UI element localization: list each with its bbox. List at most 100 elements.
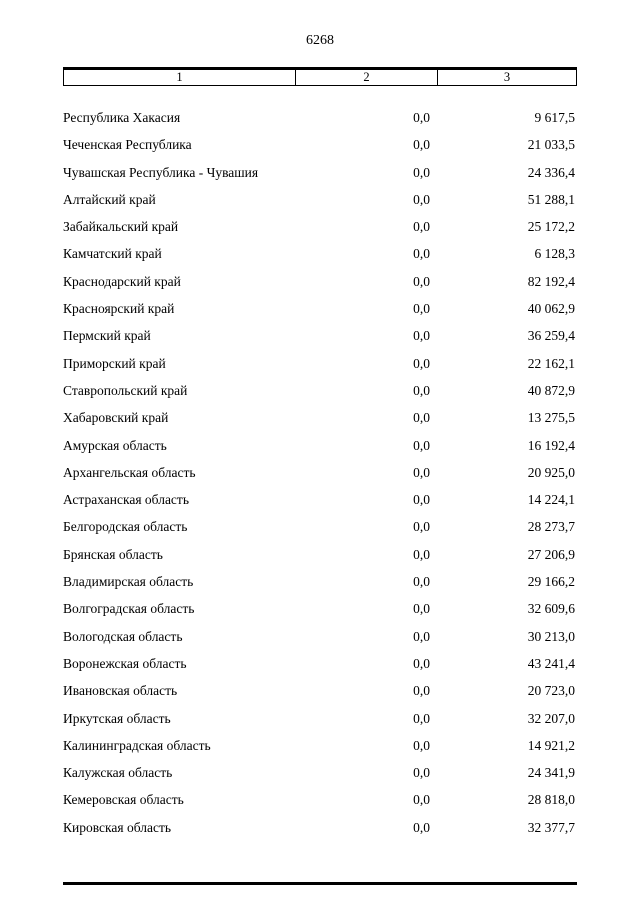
table-row: Вологодская область 0,0 30 213,0: [63, 623, 577, 650]
value-column2: 0,0: [413, 683, 430, 699]
region-name: Ивановская область: [63, 683, 178, 699]
region-name: Вологодская область: [63, 628, 183, 644]
value-column3: 20 925,0: [527, 464, 575, 480]
value-column3: 22 162,1: [527, 355, 575, 371]
table-row: Красноярский край 0,0 40 062,9: [63, 295, 577, 322]
region-name: Камчатский край: [63, 246, 162, 262]
table-row: Иркутская область 0,0 32 207,0: [63, 705, 577, 732]
table-row: Архангельская область 0,0 20 925,0: [63, 459, 577, 486]
table-row: Кировская область 0,0 32 377,7: [63, 814, 577, 841]
region-name: Забайкальский край: [63, 219, 179, 235]
bottom-rule: [63, 882, 577, 885]
region-name: Республика Хакасия: [63, 110, 181, 125]
value-column3: 24 336,4: [527, 164, 575, 180]
region-name: Хабаровский край: [63, 410, 169, 426]
region-name: Краснодарский край: [63, 273, 181, 289]
table-row: Калининградская область 0,0 14 921,2: [63, 732, 577, 759]
region-name: Калужская область: [63, 765, 173, 781]
value-column3: 28 273,7: [527, 519, 575, 535]
table-body: Республика Хакасия 0,0 9 617,5 Чеченская…: [63, 104, 577, 841]
region-name: Кировская область: [63, 819, 172, 835]
value-column3: 16 192,4: [527, 437, 575, 453]
value-column2: 0,0: [413, 437, 430, 453]
region-name: Кемеровская область: [63, 792, 184, 808]
table-row: Чеченская Республика 0,0 21 033,5: [63, 131, 577, 158]
region-name: Калининградская область: [63, 737, 211, 753]
value-column2: 0,0: [413, 710, 430, 726]
table-row: Чувашская Республика - Чувашия 0,0 24 33…: [63, 159, 577, 186]
table-row: Хабаровский край 0,0 13 275,5: [63, 404, 577, 431]
value-column3: 36 259,4: [527, 328, 575, 344]
table-row: Забайкальский край 0,0 25 172,2: [63, 213, 577, 240]
table-row: Амурская область 0,0 16 192,4: [63, 432, 577, 459]
value-column3: 40 062,9: [527, 301, 575, 317]
table-row: Воронежская область 0,0 43 241,4: [63, 650, 577, 677]
value-column2: 0,0: [413, 355, 430, 371]
value-column2: 0,0: [413, 410, 430, 426]
region-name: Астраханская область: [63, 492, 189, 508]
table-row: Республика Хакасия 0,0 9 617,5: [63, 104, 577, 131]
value-column2: 0,0: [413, 546, 430, 562]
value-column3: 14 921,2: [527, 737, 575, 753]
value-column2: 0,0: [413, 519, 430, 535]
value-column3: 32 609,6: [527, 601, 575, 617]
table-row: Алтайский край 0,0 51 288,1: [63, 186, 577, 213]
value-column2: 0,0: [413, 628, 430, 644]
value-column3: 21 033,5: [527, 137, 575, 153]
value-column2: 0,0: [413, 382, 430, 398]
value-column3: 25 172,2: [527, 219, 575, 235]
table-row: Астраханская область 0,0 14 224,1: [63, 486, 577, 513]
value-column2: 0,0: [413, 219, 430, 235]
region-name: Воронежская область: [63, 655, 187, 671]
table-row: Белгородская область 0,0 28 273,7: [63, 513, 577, 540]
value-column3: 82 192,4: [527, 273, 575, 289]
table-row: Калужская область 0,0 24 341,9: [63, 759, 577, 786]
value-column3: 20 723,0: [527, 683, 575, 699]
region-name: Алтайский край: [63, 191, 156, 207]
value-column3: 14 224,1: [527, 492, 575, 508]
value-column2: 0,0: [413, 328, 430, 344]
table-row: Камчатский край 0,0 6 128,3: [63, 240, 577, 267]
table-row: Брянская область 0,0 27 206,9: [63, 541, 577, 568]
value-column2: 0,0: [413, 737, 430, 753]
page-number: 6268: [306, 33, 334, 48]
column-header-3: 3: [503, 70, 511, 84]
region-name: Иркутская область: [63, 710, 171, 726]
region-name: Пермский край: [63, 328, 151, 344]
value-column2: 0,0: [413, 574, 430, 590]
value-column2: 0,0: [413, 792, 430, 808]
value-column3: 9 617,5: [534, 110, 576, 125]
value-column2: 0,0: [413, 464, 430, 480]
region-name: Владимирская область: [63, 574, 194, 590]
region-name: Красноярский край: [63, 301, 175, 317]
value-column2: 0,0: [413, 819, 430, 835]
value-column2: 0,0: [413, 492, 430, 508]
value-column3: 40 872,9: [527, 382, 575, 398]
region-name: Архангельская область: [63, 464, 196, 480]
value-column2: 0,0: [413, 655, 430, 671]
region-name: Приморский край: [63, 355, 166, 371]
value-column2: 0,0: [413, 273, 430, 289]
region-name: Брянская область: [63, 546, 163, 562]
value-column3: 51 288,1: [527, 191, 575, 207]
region-name: Чеченская Республика: [63, 137, 192, 153]
region-name: Белгородская область: [63, 519, 188, 535]
value-column3: 28 818,0: [527, 792, 575, 808]
table-row: Краснодарский край 0,0 82 192,4: [63, 268, 577, 295]
value-column2: 0,0: [413, 110, 430, 125]
value-column3: 29 166,2: [527, 574, 575, 590]
table-header-row: 1 2 3: [63, 67, 577, 86]
value-column2: 0,0: [413, 765, 430, 781]
value-column3: 27 206,9: [527, 546, 575, 562]
table-row: Ивановская область 0,0 20 723,0: [63, 677, 577, 704]
table-row: Владимирская область 0,0 29 166,2: [63, 568, 577, 595]
region-name: Чувашская Республика - Чувашия: [63, 164, 259, 180]
table-row: Кемеровская область 0,0 28 818,0: [63, 786, 577, 813]
value-column2: 0,0: [413, 601, 430, 617]
value-column3: 6 128,3: [534, 246, 576, 262]
value-column2: 0,0: [413, 246, 430, 262]
value-column3: 32 377,7: [527, 819, 575, 835]
value-column2: 0,0: [413, 301, 430, 317]
region-name: Амурская область: [63, 437, 167, 453]
